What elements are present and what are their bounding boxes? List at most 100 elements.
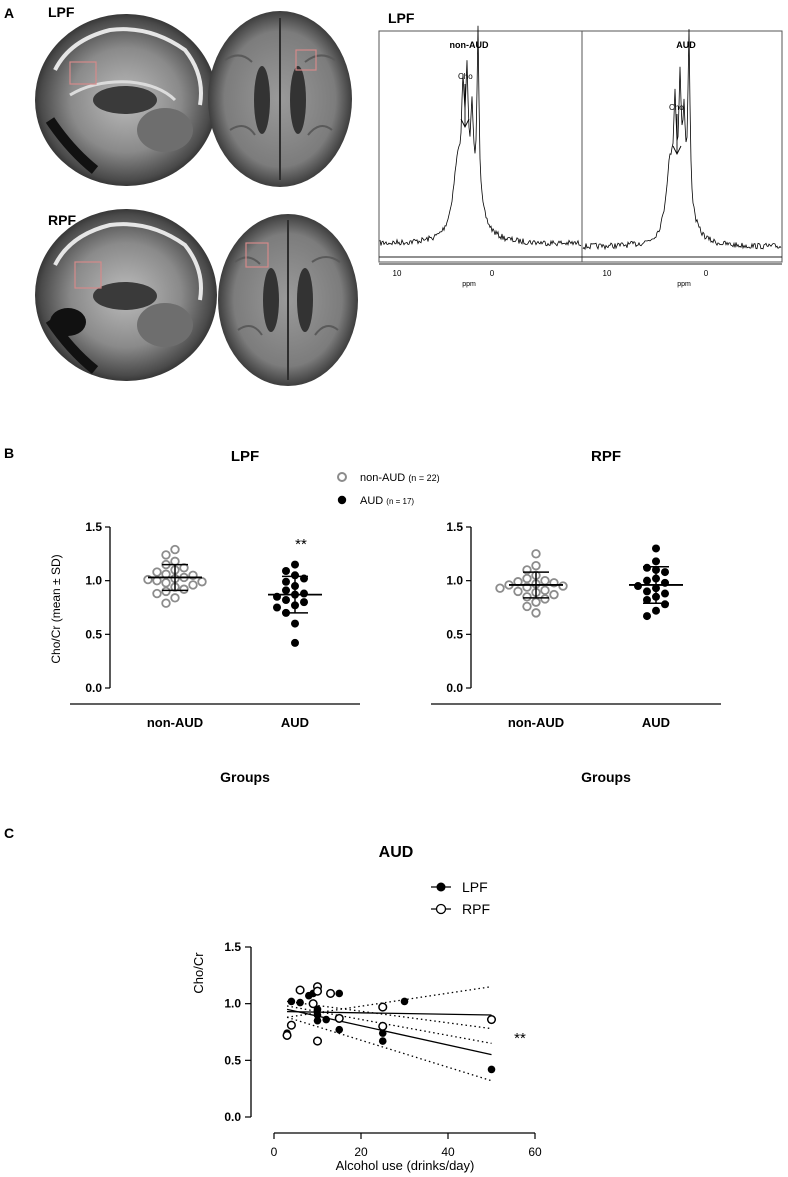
- chart-b2-point-AUD-1: [652, 557, 660, 566]
- chart-b2-point-AUD-16: [643, 612, 651, 621]
- legend-marker-non-aud: [337, 472, 347, 482]
- legend-c-lpf: LPF: [462, 879, 488, 895]
- spectrum-sub-aud: AUD: [676, 40, 696, 50]
- chart-b2-point-non-AUD-16: [549, 589, 559, 600]
- chart-lpf-dotplot: LPF Cho/Cr (mean ± SD) Groups ** 0.0 0.5 1…: [49, 448, 360, 785]
- chart-c-ci-upper-RPF: [286, 986, 492, 1018]
- chart-c-point-LPF-1: [287, 997, 296, 1006]
- chart-c-point-LPF-8: [322, 1015, 331, 1024]
- panel-a-label: A: [4, 5, 14, 21]
- chart-c-xtick-label-0: 0: [271, 1145, 278, 1159]
- chart-b1-point-non-AUD-0: [170, 544, 180, 555]
- chart-b1-point-AUD-16: [291, 638, 299, 647]
- chart-b2-point-non-AUD-20: [522, 601, 532, 612]
- chart-b1-point-AUD-6: [282, 586, 290, 595]
- legend-b-aud-label: AUD: [360, 495, 383, 507]
- spectrum-tick-10-right: 10: [603, 269, 612, 278]
- spectrum-arrowhead-right: [672, 145, 682, 156]
- chart-b1-point-non-AUD-18: [161, 586, 171, 597]
- chart-b2-ytick-label-3: 1.5: [446, 520, 463, 534]
- chart-b1-category-1: AUD: [281, 715, 309, 730]
- chart-c-point-RPF-2: [295, 985, 305, 995]
- chart-b2-point-non-AUD-5: [540, 575, 550, 586]
- chart-c-xlabel: Alcohol use (drinks/day): [336, 1158, 475, 1173]
- chart-c-ci-lower-RPF: [286, 1005, 492, 1044]
- spectrum-title: LPF: [388, 10, 415, 26]
- chart-b2-point-non-AUD-13: [540, 585, 550, 596]
- chart-b1-point-AUD-4: [282, 577, 290, 586]
- chart-c-point-RPF-11: [486, 1014, 497, 1025]
- chart-b1-point-AUD-2: [291, 571, 299, 580]
- chart-c-title: AUD: [379, 844, 414, 861]
- chart-b1-point-non-AUD-6: [152, 567, 162, 577]
- chart-b1-point-non-AUD-13: [197, 577, 207, 587]
- legend-marker-aud: [337, 495, 347, 505]
- chart-b2-point-AUD-2: [643, 563, 651, 572]
- chart-c-point-RPF-0: [282, 1030, 292, 1040]
- spectrum-peak-label-left: Cho: [458, 72, 473, 81]
- chart-c-xtick-label-2: 40: [441, 1145, 455, 1159]
- mri-rpf-label: RPF: [48, 212, 76, 228]
- chart-b1-ylabel: Cho/Cr (mean ± SD): [49, 554, 63, 663]
- chart-b2-category-1: AUD: [642, 715, 670, 730]
- chart-b1-point-AUD-10: [282, 595, 290, 604]
- chart-b2-ytick-label-1: 0.5: [446, 627, 463, 641]
- panel-c-label: C: [4, 825, 14, 841]
- chart-b2-point-non-AUD-17: [522, 592, 532, 602]
- chart-b2-point-AUD-15: [652, 606, 660, 615]
- spectrum-tick-0-right: 0: [704, 269, 709, 278]
- chart-c-point-RPF-5: [312, 986, 323, 996]
- legend-b-aud: AUD (n = 17): [360, 495, 414, 507]
- chart-c-ytick-label-3: 1.5: [224, 940, 241, 954]
- mri-lpf-label: LPF: [48, 4, 75, 20]
- chart-c-point-RPF-6: [312, 1036, 323, 1046]
- chart-b2-point-non-AUD-18: [540, 594, 550, 604]
- spectrum-arrowhead-left: [460, 118, 470, 129]
- chart-b1-ytick-label-2: 1.0: [85, 574, 102, 588]
- chart-b2-point-non-AUD-21: [531, 608, 541, 618]
- chart-b2-point-non-AUD-19: [531, 597, 541, 607]
- chart-b1-point-AUD-11: [300, 598, 308, 607]
- chart-c-xtick-label-3: 60: [528, 1145, 542, 1159]
- chart-b1-xlabel: Groups: [220, 769, 270, 785]
- chart-b2-title: RPF: [591, 448, 621, 465]
- chart-c-ytick-label-2: 1.0: [224, 997, 241, 1011]
- chart-b2-xlabel: Groups: [581, 769, 631, 785]
- chart-b1-point-non-AUD-14: [161, 578, 171, 588]
- spectrum-unit-right: ppm: [677, 281, 691, 288]
- legend-b-non-aud-label: non-AUD: [360, 472, 405, 484]
- chart-b1-point-AUD-0: [291, 560, 299, 569]
- spectrum-peak-label-right: Cho: [669, 103, 684, 112]
- chart-b1-point-non-AUD-17: [179, 584, 189, 594]
- chart-b1-category-0: non-AUD: [147, 715, 203, 730]
- mri-sagittal-rpf-image: [35, 209, 217, 381]
- chart-c-point-LPF-7: [313, 1016, 322, 1025]
- chart-b2-point-non-AUD-12: [495, 583, 505, 593]
- chart-b1-point-non-AUD-20: [170, 593, 180, 603]
- chart-b1-ytick-label-1: 0.5: [85, 627, 102, 641]
- chart-c-point-RPF-1: [286, 1020, 296, 1030]
- chart-b1-point-AUD-1: [282, 567, 290, 576]
- chart-b2-point-non-AUD-14: [513, 586, 523, 597]
- chart-c-ytick-label-0: 0.0: [224, 1110, 241, 1124]
- chart-c-point-LPF-11: [378, 1029, 387, 1037]
- chart-b2-point-AUD-11: [661, 589, 669, 598]
- chart-c-fit-RPF: [287, 1010, 492, 1016]
- chart-c-point-RPF-9: [378, 1002, 388, 1012]
- spectrum-trace-non-aud: [379, 25, 582, 247]
- spectrum-unit-left: ppm: [462, 281, 476, 288]
- chart-c-xtick-label-1: 20: [354, 1145, 368, 1159]
- chart-c-point-LPF-10: [335, 1025, 344, 1034]
- panel-b-label: B: [4, 445, 14, 461]
- chart-c-ytick-label-1: 0.5: [224, 1053, 241, 1067]
- chart-b1-point-non-AUD-21: [161, 598, 171, 608]
- chart-b2-point-AUD-6: [643, 576, 651, 585]
- chart-b2-point-AUD-10: [643, 587, 651, 596]
- chart-b1-point-non-AUD-15: [188, 580, 198, 590]
- spectrum-trace-aud: [582, 29, 782, 251]
- spectrum-tick-0-left: 0: [490, 269, 495, 278]
- chart-b1-point-AUD-13: [273, 603, 281, 612]
- chart-c-point-LPF-9: [335, 989, 344, 998]
- chart-aud-regression: AUD Cho/Cr Alcohol use (drinks/day) ** 0…: [191, 844, 542, 1173]
